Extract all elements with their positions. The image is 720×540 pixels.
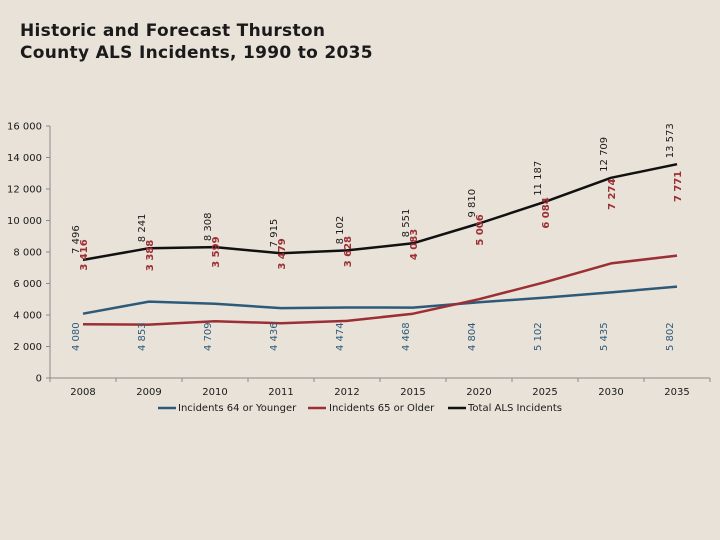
series-line-3 <box>82 162 678 262</box>
data-label: 4 468 <box>401 322 412 351</box>
data-label: 3 599 <box>211 236 222 267</box>
y-tick-label: 4 000 <box>13 311 42 322</box>
data-label: 4 080 <box>71 322 82 351</box>
legend-entry: Total ALS Incidents <box>467 403 562 414</box>
y-tick-label: 14 000 <box>7 153 42 164</box>
data-label: 5 102 <box>533 322 544 351</box>
y-tick-label: 0 <box>36 374 42 385</box>
data-label: 7 274 <box>607 179 618 210</box>
data-label: 4 709 <box>203 322 214 351</box>
y-tick-label: 10 000 <box>7 216 42 227</box>
data-label: 8 308 <box>203 213 214 242</box>
data-label: 5 802 <box>665 322 676 351</box>
x-tick-label: 2030 <box>598 387 623 398</box>
data-label: 4 436 <box>269 322 280 351</box>
data-label: 5 435 <box>599 322 610 351</box>
data-label: 3 388 <box>145 240 156 271</box>
y-tick-label: 6 000 <box>13 279 42 290</box>
x-tick-label: 2011 <box>268 387 293 398</box>
y-tick-label: 2 000 <box>13 342 42 353</box>
data-label: 6 084 <box>541 197 552 228</box>
x-tick-label: 2035 <box>664 387 689 398</box>
data-label: 4 083 <box>409 229 420 260</box>
x-tick-label: 2012 <box>334 387 359 398</box>
chart-title: Historic and Forecast Thurston County AL… <box>20 20 373 64</box>
data-label: 4 804 <box>467 322 478 351</box>
x-tick-label: 2010 <box>202 387 227 398</box>
data-label: 4 474 <box>335 322 346 351</box>
data-label: 5 006 <box>475 214 486 245</box>
x-tick-label: 2015 <box>400 387 425 398</box>
y-tick-label: 12 000 <box>7 185 42 196</box>
data-label: 3 628 <box>343 236 354 267</box>
y-tick-label: 16 000 <box>7 122 42 133</box>
series-line-1 <box>82 285 678 315</box>
data-label: 11 187 <box>533 161 544 196</box>
data-label: 9 810 <box>467 189 478 218</box>
legend-entry: Incidents 65 or Older <box>329 403 435 414</box>
data-label: 13 573 <box>665 123 676 158</box>
chart-title-line-1: Historic and Forecast Thurston <box>20 21 326 41</box>
data-label: 7 496 <box>71 225 82 254</box>
data-label: 3 479 <box>277 238 288 269</box>
data-label: 7 771 <box>673 171 684 202</box>
y-tick-label: 8 000 <box>13 248 42 259</box>
legend-entry: Incidents 64 or Younger <box>178 403 297 414</box>
data-label: 8 102 <box>335 216 346 245</box>
data-label: 7 915 <box>269 219 280 248</box>
x-tick-label: 2008 <box>70 387 95 398</box>
x-tick-label: 2009 <box>136 387 161 398</box>
data-label: 8 241 <box>137 214 148 243</box>
data-label: 3 416 <box>79 239 90 270</box>
x-tick-label: 2025 <box>532 387 557 398</box>
series-line-2 <box>82 254 678 326</box>
data-label: 8 551 <box>401 209 412 238</box>
chart-title-line-2: County ALS Incidents, 1990 to 2035 <box>20 43 373 63</box>
data-label: 4 853 <box>137 322 148 351</box>
x-tick-label: 2020 <box>466 387 491 398</box>
data-label: 12 709 <box>599 137 610 172</box>
